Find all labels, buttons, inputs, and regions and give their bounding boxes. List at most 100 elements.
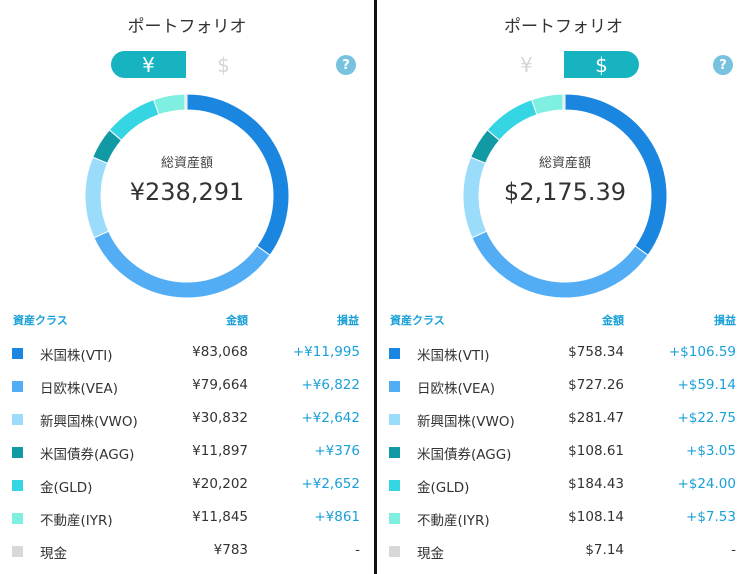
asset-row[interactable]: 金(GLD) $184.43 +$24.00 (377, 474, 750, 496)
asset-row[interactable]: 新興国株(VWO) $281.47 +$22.75 (377, 408, 750, 430)
page-title: ポートフォリオ (504, 17, 623, 37)
asset-row[interactable]: 米国債券(AGG) $108.61 +$3.05 (377, 441, 750, 463)
asset-amount: ¥30,832 (192, 410, 248, 426)
asset-name: 日欧株(VEA) (417, 381, 496, 397)
donut-svg (462, 93, 668, 299)
asset-amount: $281.47 (568, 410, 624, 426)
asset-row[interactable]: 日欧株(VEA) $727.26 +$59.14 (377, 375, 750, 397)
asset-gain: +$3.05 (686, 443, 736, 459)
asset-gain: +$59.14 (677, 377, 736, 393)
header-asset-class: 資産クラス (13, 314, 68, 327)
asset-name: 不動産(IYR) (417, 513, 490, 529)
asset-row[interactable]: 米国株(VTI) ¥83,068 +¥11,995 (0, 342, 374, 364)
donut-slice (186, 93, 290, 256)
color-swatch (12, 348, 23, 359)
total-assets-label: 総資産額 (160, 156, 213, 171)
total-assets-label: 総資産額 (538, 156, 591, 171)
question-circle-icon[interactable]: ? (336, 55, 356, 75)
color-swatch (389, 414, 400, 425)
header-amount: 金額 (226, 314, 248, 327)
total-assets-value: $2,175.39 (503, 178, 627, 206)
portfolio-panel-dollar: ポートフォリオ ¥ $ ? 総資産額 $2,175.39 資産クラス 金額 損益… (377, 0, 750, 574)
color-swatch (389, 348, 400, 359)
asset-name: 金(GLD) (40, 480, 93, 496)
asset-amount: $108.14 (568, 509, 624, 525)
donut-slice (108, 98, 160, 141)
color-swatch (12, 414, 23, 425)
asset-name: 米国債券(AGG) (40, 447, 135, 463)
color-swatch (12, 447, 23, 458)
donut-slice (562, 93, 566, 111)
asset-amount: $7.14 (585, 542, 624, 558)
color-swatch (12, 546, 23, 557)
asset-gain: +¥6,822 (301, 377, 360, 393)
asset-amount: ¥83,068 (192, 344, 248, 360)
header-gain: 損益 (337, 314, 359, 327)
currency-toggle: ¥ $ (111, 51, 261, 78)
portfolio-panel-yen: ポートフォリオ ¥ $ ? 総資産額 ¥238,291 資産クラス 金額 損益 … (0, 0, 374, 574)
donut-slice (531, 93, 564, 116)
asset-gain: +¥11,995 (292, 344, 360, 360)
asset-name: 現金 (417, 546, 444, 562)
asset-amount: ¥783 (213, 542, 248, 558)
toggle-yen-button[interactable]: ¥ (111, 51, 186, 78)
asset-name: 米国株(VTI) (40, 348, 113, 364)
asset-amount: ¥11,897 (192, 443, 248, 459)
toggle-yen-button[interactable]: ¥ (520, 52, 533, 77)
asset-amount: $758.34 (568, 344, 624, 360)
asset-row[interactable]: 金(GLD) ¥20,202 +¥2,652 (0, 474, 374, 496)
asset-gain: +$106.59 (668, 344, 736, 360)
panel-divider (374, 0, 377, 574)
toggle-dollar-button[interactable]: $ (564, 51, 639, 78)
asset-gain: - (731, 542, 736, 558)
asset-row[interactable]: 不動産(IYR) ¥11,845 +¥861 (0, 507, 374, 529)
asset-row[interactable]: 米国株(VTI) $758.34 +$106.59 (377, 342, 750, 364)
color-swatch (12, 381, 23, 392)
allocation-donut-chart: 総資産額 $2,175.39 (461, 92, 669, 300)
asset-row[interactable]: 新興国株(VWO) ¥30,832 +¥2,642 (0, 408, 374, 430)
color-swatch (389, 447, 400, 458)
asset-gain: +$24.00 (677, 476, 736, 492)
asset-name: 金(GLD) (417, 480, 470, 496)
donut-slice (471, 230, 649, 299)
asset-gain: +¥2,642 (301, 410, 360, 426)
asset-gain: +¥2,652 (301, 476, 360, 492)
total-assets-value: ¥238,291 (129, 178, 245, 206)
asset-name: 現金 (40, 546, 67, 562)
color-swatch (389, 513, 400, 524)
asset-amount: ¥20,202 (192, 476, 248, 492)
asset-name: 米国株(VTI) (417, 348, 490, 364)
asset-name: 米国債券(AGG) (417, 447, 512, 463)
donut-slice (486, 98, 538, 141)
asset-row[interactable]: 現金 $7.14 - (377, 540, 750, 562)
header-gain: 損益 (714, 314, 736, 327)
color-swatch (389, 381, 400, 392)
asset-gain: +¥861 (314, 509, 360, 525)
asset-row[interactable]: 日欧株(VEA) ¥79,664 +¥6,822 (0, 375, 374, 397)
asset-gain: - (355, 542, 360, 558)
color-swatch (12, 513, 23, 524)
donut-svg (84, 93, 290, 299)
header-amount: 金額 (602, 314, 624, 327)
asset-gain: +¥376 (314, 443, 360, 459)
asset-name: 日欧株(VEA) (40, 381, 119, 397)
donut-slice (153, 93, 186, 116)
color-swatch (389, 546, 400, 557)
donut-slice (93, 230, 271, 299)
asset-row[interactable]: 米国債券(AGG) ¥11,897 +¥376 (0, 441, 374, 463)
asset-amount: ¥79,664 (192, 377, 248, 393)
asset-amount: $184.43 (568, 476, 624, 492)
asset-amount: $727.26 (568, 377, 624, 393)
asset-row[interactable]: 不動産(IYR) $108.14 +$7.53 (377, 507, 750, 529)
asset-row[interactable]: 現金 ¥783 - (0, 540, 374, 562)
asset-name: 新興国株(VWO) (417, 414, 515, 430)
question-circle-icon[interactable]: ? (713, 55, 733, 75)
toggle-dollar-button[interactable]: $ (217, 52, 230, 77)
page-title: ポートフォリオ (127, 17, 247, 37)
allocation-donut-chart: 総資産額 ¥238,291 (83, 92, 291, 300)
asset-amount: $108.61 (568, 443, 624, 459)
donut-slice (184, 93, 188, 111)
asset-name: 新興国株(VWO) (40, 414, 138, 430)
color-swatch (12, 480, 23, 491)
header-asset-class: 資産クラス (390, 314, 445, 327)
